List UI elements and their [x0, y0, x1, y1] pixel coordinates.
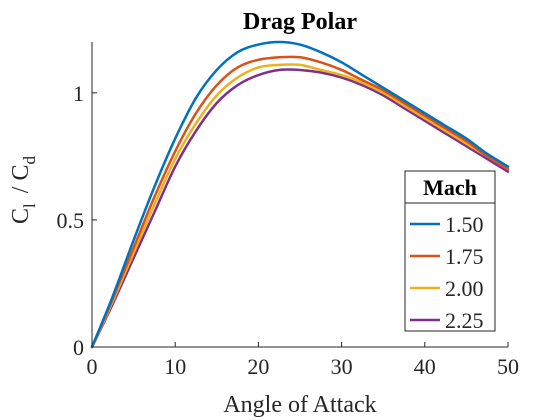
y-tick-label: 0.5 [57, 208, 85, 233]
series-line-mach-2-25 [90, 68, 510, 349]
legend: Mach 1.50 1.75 2.00 2.25 [404, 170, 496, 333]
series-line-mach-2-00 [90, 63, 510, 349]
x-tick-label: 50 [497, 354, 519, 379]
legend-label: 1.50 [445, 212, 484, 237]
y-tick-label: 1 [73, 81, 84, 106]
legend-label: 2.00 [445, 276, 484, 301]
chart-title: Drag Polar [243, 9, 357, 35]
plot-area: 0 10 20 30 40 50 00.51 [57, 40, 519, 379]
series-group [90, 40, 510, 349]
series-line-mach-1-75 [90, 55, 510, 349]
x-tick-label: 40 [414, 354, 436, 379]
x-ticks: 0 10 20 30 40 50 [87, 342, 519, 379]
y-tick-label: 0 [73, 335, 84, 360]
x-tick-label: 20 [247, 354, 269, 379]
y-ticks: 00.51 [57, 81, 97, 360]
legend-label: 1.75 [445, 244, 484, 269]
x-tick-label: 30 [331, 354, 353, 379]
x-tick-label: 0 [87, 354, 98, 379]
x-axis-label: Angle of Attack [223, 392, 376, 418]
legend-title: Mach [423, 175, 477, 200]
y-axis-label: Cl/ Cd [8, 156, 39, 224]
legend-entries: 1.50 1.75 2.00 2.25 [410, 212, 484, 333]
x-tick-label: 10 [164, 354, 186, 379]
series-line-mach-1-50 [90, 40, 510, 349]
legend-label: 2.25 [445, 308, 484, 333]
legend-box [404, 170, 496, 332]
